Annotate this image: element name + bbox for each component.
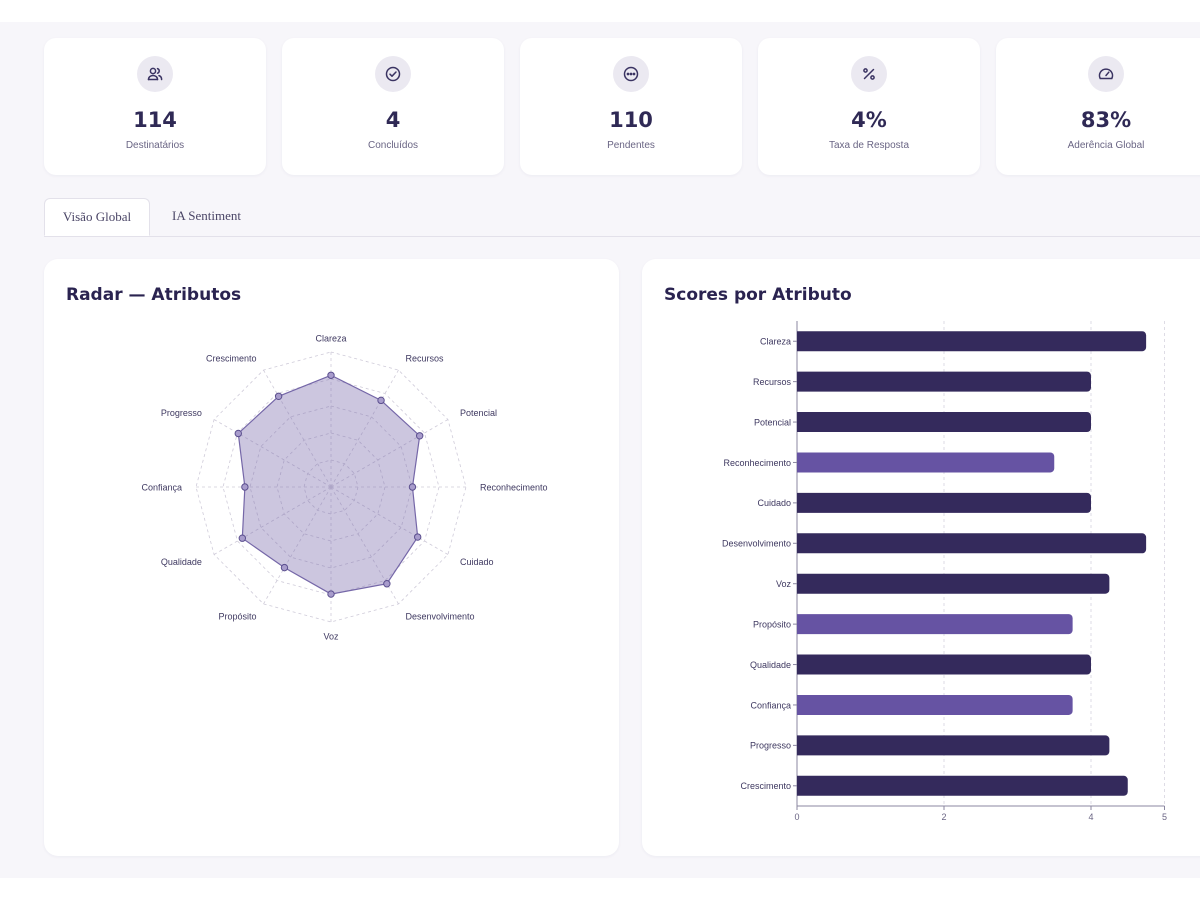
bar-x-tick-label: 5 (1162, 812, 1167, 822)
bar (797, 371, 1091, 392)
radar-point (383, 580, 391, 588)
bar-category-label: Crescimento (740, 781, 791, 791)
radar-point (408, 483, 417, 491)
kpi-label: Pendentes (607, 140, 655, 151)
view-tabs: Visão Global IA Sentiment (44, 198, 1200, 237)
radar-axis-label: Crescimento (206, 353, 257, 363)
bar-category-label: Qualidade (750, 660, 791, 670)
bar-chart: Clareza Recursos Potencial Reconhecimento Cu… (722, 321, 1167, 822)
kpi-label: Concluídos (367, 140, 419, 151)
radar-spoke (330, 419, 449, 488)
bar-x-tick-label: 4 (1088, 812, 1093, 822)
radar-axis-label: Cuidado (460, 557, 494, 567)
radar-point (413, 533, 422, 541)
radar-data-area (237, 374, 421, 595)
kpi-card-global-adherence: 83% Aderência Global (996, 38, 1200, 175)
bar (797, 492, 1091, 513)
radar-spoke (330, 369, 399, 488)
bar (797, 412, 1091, 433)
kpi-label: Aderência Global (1067, 140, 1145, 151)
bar (797, 331, 1147, 352)
gauge-icon (1088, 56, 1124, 92)
radar-point (327, 371, 335, 379)
bar-category-label: Desenvolvimento (722, 539, 791, 549)
radar-point (327, 590, 335, 598)
bar (797, 735, 1110, 756)
kpi-value: 4% (851, 108, 887, 132)
bar (797, 452, 1055, 473)
radar-axis-label: Propósito (218, 612, 256, 622)
tab-ai-sentiment[interactable]: IA Sentiment (172, 208, 241, 223)
bar-category-label: Cuidado (757, 498, 791, 508)
radar-spoke (213, 419, 332, 488)
bar-x-tick-label: 2 (941, 812, 946, 822)
radar-spoke (263, 369, 332, 488)
kpi-card-completed: 4 Concluídos (282, 38, 504, 175)
bar (797, 573, 1110, 594)
bar-category-label: Confiança (750, 700, 791, 710)
radar-axis-label: Desenvolvimento (406, 612, 475, 622)
bar (797, 654, 1091, 675)
kpi-label: Destinatários (125, 140, 185, 151)
bar-x-tick-label: 0 (794, 812, 799, 822)
radar-point (234, 429, 242, 438)
bar-category-label: Reconhecimento (723, 458, 791, 468)
radar-point (238, 534, 247, 542)
bar (797, 775, 1128, 796)
radar-axis-label: Progresso (161, 408, 202, 418)
bar-category-label: Progresso (750, 741, 791, 751)
kpi-card-recipients: 114 Destinatários (44, 38, 266, 175)
radar-point (280, 563, 289, 572)
radar-panel: Radar — Atributos Clareza Recursos Potenci… (44, 259, 619, 856)
radar-spoke (330, 486, 449, 555)
radar-spoke (330, 486, 399, 605)
radar-axis-label: Confiança (141, 483, 182, 493)
radar-axis-label: Reconhecimento (480, 483, 548, 493)
users-icon (137, 56, 173, 92)
kpi-value: 83% (1080, 108, 1132, 132)
bar (797, 533, 1147, 554)
bar-category-label: Clareza (760, 337, 791, 347)
kpi-card-response-rate: 4% Taxa de Resposta (758, 38, 980, 175)
bar (797, 694, 1073, 715)
kpi-value: 110 (609, 108, 653, 132)
radar-title: Radar — Atributos (66, 285, 242, 305)
bar (797, 614, 1073, 635)
bar-category-label: Recursos (753, 377, 792, 387)
bars-title: Scores por Atributo (664, 285, 852, 305)
check-circle-icon (375, 56, 411, 92)
kpi-label: Taxa de Resposta (828, 140, 910, 151)
percent-icon (851, 56, 887, 92)
radar-point (274, 392, 283, 400)
radar-point (415, 432, 424, 440)
radar-axis-label: Recursos (406, 353, 445, 363)
bar-category-label: Potencial (754, 417, 791, 427)
ellipsis-circle-icon (613, 56, 649, 92)
radar-axis-label: Clareza (315, 334, 346, 344)
bars-panel: Scores por Atributo Clareza Recursos Poten… (642, 259, 1200, 856)
radar-chart: Clareza Recursos Potencial Reconhecimento Cu… (141, 334, 548, 642)
bar-category-label: Voz (776, 579, 792, 589)
tab-global-view[interactable]: Visão Global (44, 198, 150, 236)
radar-axis-label: Qualidade (161, 557, 202, 567)
kpi-value: 4 (385, 108, 401, 132)
radar-spoke (213, 486, 332, 555)
radar-spoke (263, 486, 332, 605)
radar-point (377, 396, 385, 405)
radar-axis-label: Voz (323, 632, 339, 642)
radar-point (241, 483, 249, 491)
kpi-value: 114 (133, 108, 177, 132)
kpi-card-pending: 110 Pendentes (520, 38, 742, 175)
radar-axis-label: Potencial (460, 408, 497, 418)
bar-category-label: Propósito (753, 619, 791, 629)
